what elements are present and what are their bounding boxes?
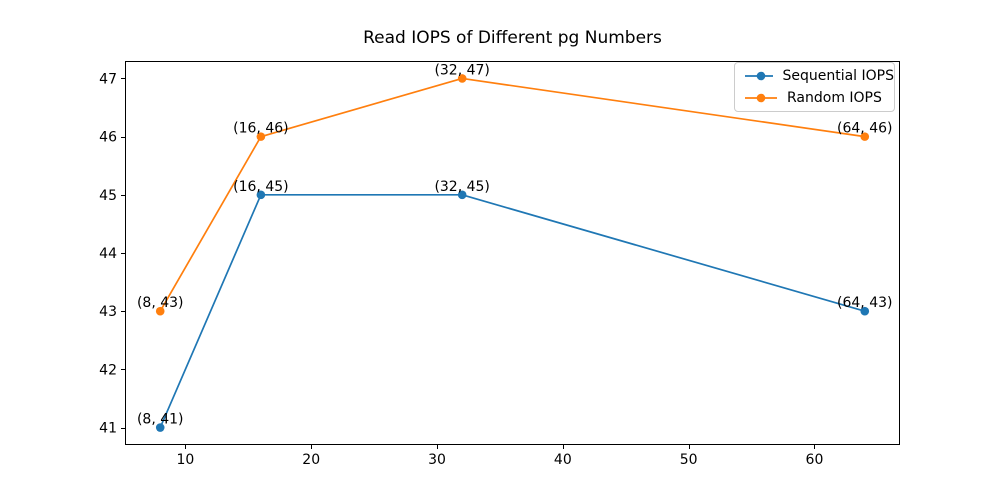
data-point-random-iops [860, 132, 870, 141]
series-line-sequential-iops [159, 193, 866, 428]
legend: Sequential IOPS Random IOPS [734, 62, 895, 112]
data-point-sequential-iops [860, 306, 870, 316]
x-tick-label: 10 [176, 452, 194, 468]
legend-item-random-iops: Random IOPS [744, 89, 894, 107]
legend-line-marker-icon [745, 71, 774, 81]
x-tick-label: 50 [680, 452, 698, 468]
x-tick-label: 60 [806, 452, 824, 468]
data-point-sequential-iops [457, 190, 467, 200]
point-label: (16, 46) [233, 121, 288, 137]
series-line-random-iops [159, 77, 865, 312]
legend-label-sequential-iops: Sequential IOPS [782, 68, 894, 84]
point-label: (32, 45) [434, 179, 489, 195]
point-label: (64, 46) [837, 121, 892, 137]
y-tick-label: 47 [99, 71, 117, 87]
axes-frame [125, 61, 900, 445]
x-tick-label: 40 [554, 452, 572, 468]
legend-item-sequential-iops: Sequential IOPS [744, 67, 894, 85]
y-tick-label: 42 [99, 362, 117, 378]
point-label: (8, 41) [137, 412, 184, 428]
y-tick-label: 46 [99, 130, 117, 146]
point-label: (8, 43) [137, 295, 184, 311]
y-tick-label: 43 [99, 304, 117, 320]
data-point-sequential-iops [256, 190, 266, 200]
legend-line-marker-icon [745, 93, 777, 103]
point-label: (32, 47) [434, 62, 489, 78]
data-point-random-iops [155, 306, 165, 316]
chart-title: Read IOPS of Different pg Numbers [363, 28, 662, 48]
point-label: (64, 43) [837, 295, 892, 311]
data-point-sequential-iops [155, 423, 165, 432]
y-tick-label: 44 [99, 246, 117, 262]
x-tick-label: 20 [302, 452, 320, 468]
data-point-random-iops [256, 132, 266, 141]
point-label: (16, 45) [233, 179, 288, 195]
y-tick-label: 45 [99, 188, 117, 204]
y-tick-label: 41 [99, 421, 117, 437]
data-point-random-iops [457, 74, 467, 83]
legend-label-random-iops: Random IOPS [787, 90, 882, 106]
x-tick-label: 30 [428, 452, 446, 468]
